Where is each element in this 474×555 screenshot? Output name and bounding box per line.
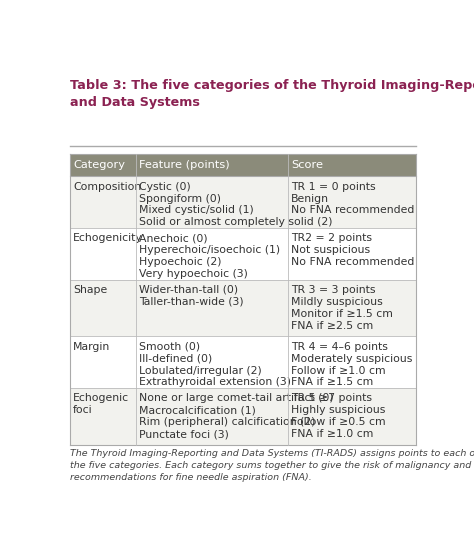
Text: TR 4 = 4–6 points: TR 4 = 4–6 points (291, 341, 388, 352)
Bar (70, 154, 416, 176)
Text: Smooth (0): Smooth (0) (139, 341, 200, 352)
Text: Cystic (0): Cystic (0) (139, 181, 191, 191)
Text: TR 3 = 3 points: TR 3 = 3 points (291, 285, 375, 295)
Text: TR 5 ≥7 points: TR 5 ≥7 points (291, 393, 372, 403)
Text: None or large comet-tail artifact (0): None or large comet-tail artifact (0) (139, 393, 333, 403)
Text: Ill-defined (0): Ill-defined (0) (139, 354, 212, 364)
Text: Solid or almost completely solid (2): Solid or almost completely solid (2) (139, 218, 332, 228)
Text: Punctate foci (3): Punctate foci (3) (139, 429, 228, 439)
Text: Score: Score (291, 160, 323, 170)
Text: Extrathyroidal extension (3): Extrathyroidal extension (3) (139, 377, 291, 387)
Text: Follow if ≥0.5 cm: Follow if ≥0.5 cm (291, 417, 385, 427)
Text: TR2 = 2 points: TR2 = 2 points (291, 233, 372, 243)
Text: Echogenicity: Echogenicity (73, 233, 143, 243)
Text: FNA if ≥1.0 cm: FNA if ≥1.0 cm (291, 429, 373, 439)
Text: Shape: Shape (73, 285, 108, 295)
Text: Table 3: The five categories of the Thyroid Imaging-Reporting
and Data Systems: Table 3: The five categories of the Thyr… (70, 79, 474, 109)
Text: Benign: Benign (291, 194, 329, 204)
Text: TR 1 = 0 points: TR 1 = 0 points (291, 181, 375, 191)
Text: FNA if ≥1.5 cm: FNA if ≥1.5 cm (291, 377, 373, 387)
Text: Not suspicious: Not suspicious (291, 245, 370, 255)
Text: Feature (points): Feature (points) (139, 160, 229, 170)
Text: Category: Category (73, 160, 125, 170)
Text: Wider-than-tall (0): Wider-than-tall (0) (139, 285, 238, 295)
Text: No FNA recommended: No FNA recommended (291, 257, 414, 267)
Text: Taller-than-wide (3): Taller-than-wide (3) (139, 297, 244, 307)
Text: No FNA recommended: No FNA recommended (291, 205, 414, 215)
Text: Rim (peripheral) calcification (2): Rim (peripheral) calcification (2) (139, 417, 315, 427)
Text: Margin: Margin (73, 341, 110, 352)
Text: Mixed cystic/solid (1): Mixed cystic/solid (1) (139, 205, 254, 215)
Text: Lobulated/irregular (2): Lobulated/irregular (2) (139, 366, 262, 376)
Text: Composition: Composition (73, 181, 141, 191)
Text: Very hypoechoic (3): Very hypoechoic (3) (139, 269, 248, 279)
Text: Hypoechoic (2): Hypoechoic (2) (139, 257, 221, 267)
Text: Hyperechoic/isoechoic (1): Hyperechoic/isoechoic (1) (139, 245, 280, 255)
Text: Anechoic (0): Anechoic (0) (139, 233, 208, 243)
Text: Echogenic
foci: Echogenic foci (73, 393, 129, 415)
Text: Mildly suspicious: Mildly suspicious (291, 297, 383, 307)
Text: Monitor if ≥1.5 cm: Monitor if ≥1.5 cm (291, 309, 392, 319)
Text: FNA if ≥2.5 cm: FNA if ≥2.5 cm (291, 321, 373, 331)
Text: Follow if ≥1.0 cm: Follow if ≥1.0 cm (291, 366, 385, 376)
Text: Macrocalcification (1): Macrocalcification (1) (139, 405, 255, 415)
Text: Spongiform (0): Spongiform (0) (139, 194, 221, 204)
Text: Highly suspicious: Highly suspicious (291, 405, 385, 415)
Text: The Thyroid Imaging-Reporting and Data Systems (TI-RADS) assigns points to each : The Thyroid Imaging-Reporting and Data S… (70, 449, 474, 482)
Text: Moderately suspicious: Moderately suspicious (291, 354, 412, 364)
